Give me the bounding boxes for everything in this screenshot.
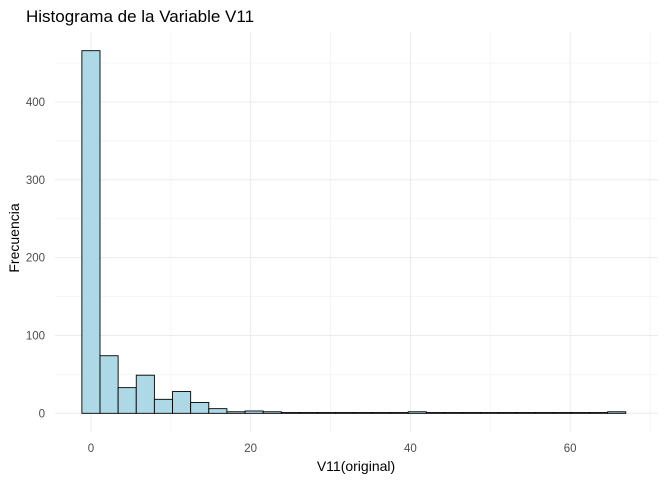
x-tick-label: 20	[244, 443, 257, 455]
histogram-bar-5	[153, 398, 173, 414]
histogram-bar-15	[335, 412, 355, 414]
y-axis-ticks: 0 100 200 300 400	[26, 97, 45, 420]
y-axis-label: Frecuencia	[6, 203, 22, 272]
x-tick-label: 40	[404, 443, 417, 455]
histogram-bar-19	[407, 411, 427, 414]
histogram-bar-29	[589, 412, 609, 414]
histogram-bar-10	[244, 410, 264, 414]
histogram-bar-4	[135, 374, 155, 414]
x-axis-ticks: 0 20 40 60	[88, 443, 577, 455]
y-tick-label: 100	[26, 331, 45, 343]
x-axis-label: V11(original)	[317, 458, 395, 474]
histogram-bar-21	[444, 412, 464, 414]
chart-title: Histograma de la Variable V11	[26, 7, 254, 26]
y-tick-label: 0	[39, 408, 45, 420]
histogram-bar-24	[498, 412, 518, 414]
histogram-bar-11	[262, 411, 282, 414]
histogram-bar-7	[190, 401, 210, 414]
histogram-bar-9	[226, 411, 246, 414]
histogram-bar-16	[353, 412, 373, 414]
histogram-bar-25	[516, 412, 536, 414]
histogram-bars	[81, 50, 627, 414]
y-tick-label: 300	[26, 175, 45, 187]
histogram-bar-3	[117, 387, 137, 414]
histogram-bar-8	[208, 408, 228, 414]
histogram-bar-22	[462, 412, 482, 414]
histogram-bar-18	[389, 412, 409, 414]
histogram-bar-20	[425, 412, 445, 414]
histogram-bar-12	[280, 412, 300, 414]
histogram-bar-30	[607, 411, 627, 414]
histogram-bar-14	[317, 412, 337, 414]
grid-lines	[55, 32, 658, 432]
histogram-bar-26	[534, 412, 554, 414]
histogram-bar-1	[81, 50, 101, 414]
histogram-bar-27	[552, 412, 572, 414]
histogram-bar-6	[172, 391, 192, 414]
histogram-bar-2	[99, 355, 119, 414]
histogram-bar-28	[570, 412, 590, 414]
x-tick-label: 60	[564, 443, 577, 455]
histogram-bar-17	[371, 412, 391, 414]
histogram-bar-13	[298, 412, 319, 414]
x-tick-label: 0	[88, 443, 94, 455]
y-tick-label: 400	[26, 97, 45, 109]
y-tick-label: 200	[26, 253, 45, 265]
histogram-bar-23	[480, 412, 500, 414]
